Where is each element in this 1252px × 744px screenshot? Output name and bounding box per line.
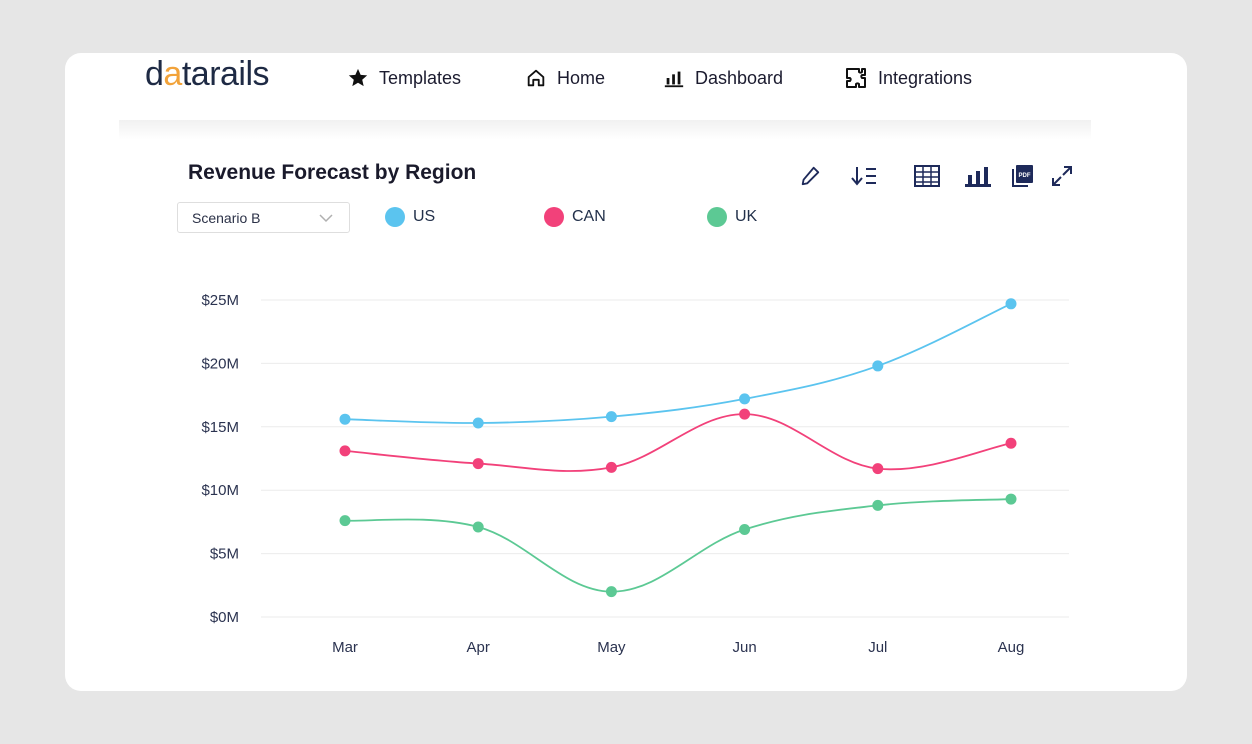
y-tick-label: $15M bbox=[201, 419, 239, 436]
nav-templates[interactable]: Templates bbox=[347, 67, 461, 89]
bar-chart-icon[interactable] bbox=[965, 163, 991, 189]
data-point-uk[interactable] bbox=[339, 515, 351, 527]
y-tick-label: $25M bbox=[201, 292, 239, 309]
data-point-us[interactable] bbox=[339, 413, 351, 425]
data-point-us[interactable] bbox=[472, 417, 484, 429]
data-point-can[interactable] bbox=[872, 463, 884, 475]
legend-label-uk: UK bbox=[735, 208, 758, 225]
y-tick-label: $5M bbox=[210, 546, 239, 563]
legend-label-us: US bbox=[413, 208, 436, 225]
legend-dot-uk bbox=[707, 207, 727, 227]
data-point-uk[interactable] bbox=[872, 499, 884, 511]
series-line-can bbox=[344, 413, 1012, 472]
data-point-us[interactable] bbox=[605, 411, 617, 423]
data-point-uk[interactable] bbox=[605, 586, 617, 598]
data-point-us[interactable] bbox=[1005, 298, 1017, 310]
pdf-icon[interactable]: PDF bbox=[1010, 163, 1036, 189]
series-line-us bbox=[344, 302, 1012, 424]
nav-dashboard[interactable]: Dashboard bbox=[663, 67, 783, 89]
data-point-can[interactable] bbox=[472, 458, 484, 470]
nav-integrations[interactable]: Integrations bbox=[844, 67, 972, 89]
y-tick-label: $10M bbox=[201, 482, 239, 499]
x-tick-label: Jul bbox=[868, 639, 887, 656]
data-point-can[interactable] bbox=[1005, 437, 1017, 449]
data-point-uk[interactable] bbox=[1005, 493, 1017, 505]
bar-chart-icon bbox=[663, 67, 685, 89]
data-point-uk[interactable] bbox=[739, 524, 751, 536]
data-point-can[interactable] bbox=[605, 461, 617, 473]
nav-templates-label: Templates bbox=[379, 67, 462, 88]
x-tick-label: May bbox=[597, 639, 626, 656]
datarails-logo[interactable]: datarails bbox=[145, 55, 270, 93]
x-tick-label: Aug bbox=[998, 639, 1025, 656]
revenue-line-chart: $0M $5M $10M $15M $20M $25M Mar Apr May Jun Jul Aug bbox=[201, 292, 1069, 656]
legend-item-uk[interactable]: UK bbox=[707, 205, 757, 229]
legend-dot-us bbox=[385, 207, 405, 227]
legend-item-us[interactable]: US bbox=[385, 205, 435, 229]
sort-icon[interactable] bbox=[851, 163, 877, 189]
panel-top-shadow bbox=[119, 120, 1091, 140]
chart-title: Revenue Forecast by Region bbox=[188, 161, 477, 184]
star-icon bbox=[347, 67, 369, 89]
y-tick-label: $20M bbox=[201, 355, 239, 372]
nav-home[interactable]: Home bbox=[525, 67, 605, 89]
nav-integrations-label: Integrations bbox=[878, 67, 973, 88]
data-point-uk[interactable] bbox=[472, 521, 484, 533]
data-point-can[interactable] bbox=[339, 445, 351, 457]
nav-dashboard-label: Dashboard bbox=[695, 67, 784, 88]
data-point-us[interactable] bbox=[739, 393, 751, 405]
legend-label-can: CAN bbox=[572, 208, 606, 225]
dashboard-card: datarails Templates Home Dashboard Integ… bbox=[65, 53, 1187, 691]
chevron-down-icon bbox=[319, 210, 333, 226]
expand-icon[interactable] bbox=[1049, 163, 1075, 189]
x-tick-label: Jun bbox=[733, 639, 757, 656]
x-tick-label: Apr bbox=[467, 639, 490, 656]
table-icon[interactable] bbox=[914, 163, 940, 189]
scenario-select[interactable]: Scenario B bbox=[177, 202, 350, 233]
series-line-uk bbox=[344, 498, 1012, 593]
pdf-badge: PDF bbox=[1019, 173, 1031, 179]
data-point-can[interactable] bbox=[739, 408, 751, 420]
data-point-us[interactable] bbox=[872, 360, 884, 372]
legend-dot-can bbox=[544, 207, 564, 227]
scenario-select-value: Scenario B bbox=[192, 209, 261, 226]
y-tick-label: $0M bbox=[210, 609, 239, 626]
x-tick-label: Mar bbox=[332, 639, 358, 656]
legend-item-can[interactable]: CAN bbox=[544, 205, 606, 229]
home-icon bbox=[525, 67, 547, 89]
integrations-icon bbox=[844, 66, 868, 90]
edit-icon[interactable] bbox=[797, 163, 823, 189]
nav-home-label: Home bbox=[557, 67, 606, 88]
